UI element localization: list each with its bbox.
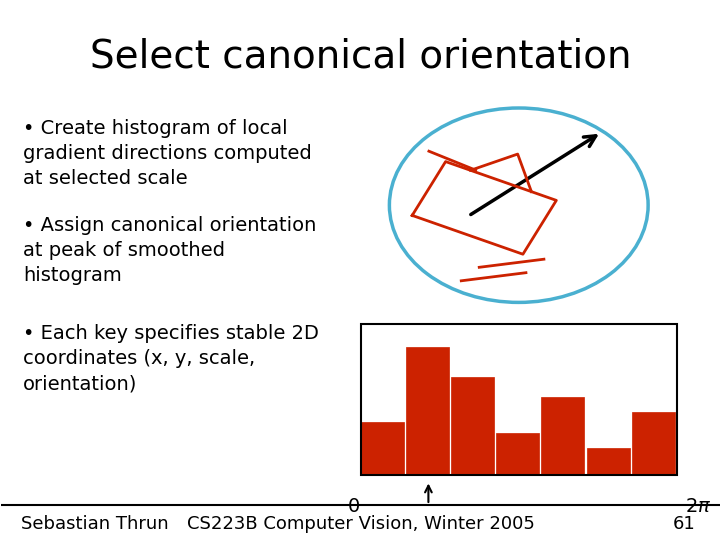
Bar	[587, 448, 629, 475]
Bar	[541, 396, 585, 475]
Text: • Create histogram of local
gradient directions computed
at selected scale: • Create histogram of local gradient dir…	[23, 119, 312, 188]
Text: $2\pi$: $2\pi$	[685, 497, 711, 516]
Text: 61: 61	[672, 515, 696, 533]
Bar	[451, 377, 494, 475]
Bar	[406, 347, 449, 475]
Bar	[361, 324, 677, 475]
Bar	[631, 411, 675, 475]
Bar	[361, 422, 404, 475]
Bar	[496, 433, 539, 475]
Text: • Each key specifies stable 2D
coordinates (x, y, scale,
orientation): • Each key specifies stable 2D coordinat…	[23, 324, 319, 393]
Text: Select canonical orientation: Select canonical orientation	[90, 38, 631, 76]
Text: Sebastian Thrun: Sebastian Thrun	[21, 515, 168, 533]
Text: • Assign canonical orientation
at peak of smoothed
histogram: • Assign canonical orientation at peak o…	[23, 216, 316, 285]
Text: CS223B Computer Vision, Winter 2005: CS223B Computer Vision, Winter 2005	[186, 515, 534, 533]
Text: 0: 0	[347, 497, 359, 516]
